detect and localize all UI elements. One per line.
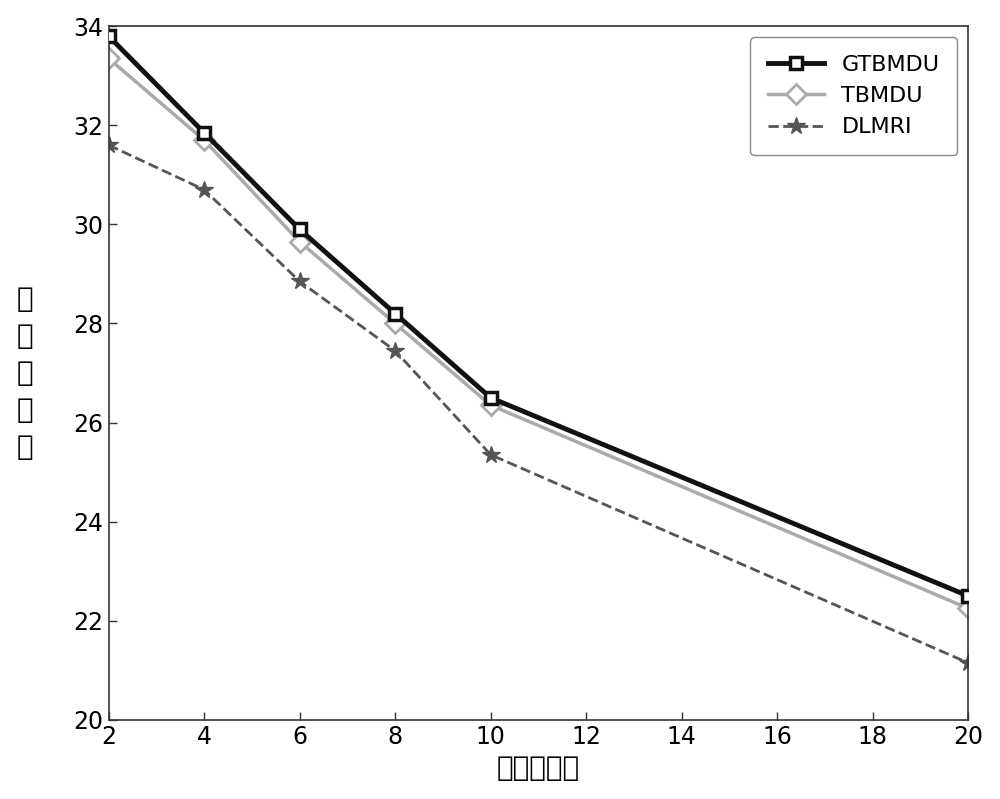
Line: DLMRI: DLMRI	[100, 136, 977, 672]
GTBMDU	[198, 128, 210, 137]
DLMRI	[103, 141, 115, 150]
DLMRI	[389, 346, 401, 356]
TBMDU	[198, 135, 210, 145]
Line: GTBMDU: GTBMDU	[102, 30, 975, 602]
Line: TBMDU: TBMDU	[102, 51, 975, 615]
DLMRI	[198, 185, 210, 194]
GTBMDU	[485, 393, 497, 403]
GTBMDU	[103, 31, 115, 41]
TBMDU	[389, 319, 401, 328]
Legend: GTBMDU, TBMDU, DLMRI: GTBMDU, TBMDU, DLMRI	[750, 38, 957, 155]
DLMRI	[962, 658, 974, 668]
TBMDU	[962, 603, 974, 613]
TBMDU	[485, 400, 497, 410]
GTBMDU	[962, 591, 974, 601]
DLMRI	[294, 276, 306, 286]
TBMDU	[294, 237, 306, 247]
GTBMDU	[389, 308, 401, 318]
TBMDU	[103, 54, 115, 63]
X-axis label: 欠采样因子: 欠采样因子	[497, 754, 580, 782]
Y-axis label: 峰
値
信
噪
比: 峰 値 信 噪 比	[17, 285, 33, 461]
GTBMDU	[294, 225, 306, 234]
DLMRI	[485, 450, 497, 459]
